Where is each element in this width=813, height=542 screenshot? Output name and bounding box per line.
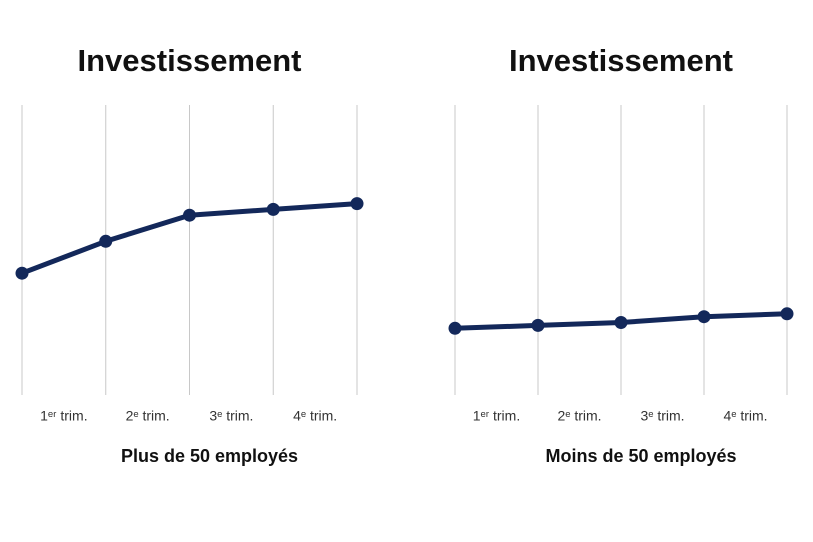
data-point xyxy=(531,318,545,332)
x-tick-label: 2ᵉ trim. xyxy=(557,408,601,424)
x-axis-label: Moins de 50 employés xyxy=(545,446,736,466)
data-point xyxy=(266,202,280,216)
data-point xyxy=(99,234,113,248)
x-tick-label: 1ᵉʳ trim. xyxy=(40,408,87,424)
data-point xyxy=(183,208,196,222)
x-tick-label: 3ᵉ trim. xyxy=(209,408,253,424)
data-point xyxy=(697,310,711,324)
x-tick-label: 4ᵉ trim. xyxy=(293,408,337,424)
data-point xyxy=(448,321,462,335)
x-tick-label: 3ᵉ trim. xyxy=(640,408,684,424)
x-tick-label: 2ᵉ trim. xyxy=(126,408,170,424)
data-point xyxy=(15,266,29,280)
chart-title: Investissement xyxy=(78,43,302,78)
x-axis-label: Plus de 50 employés xyxy=(121,446,298,466)
x-tick-label: 4ᵉ trim. xyxy=(723,408,767,424)
x-tick-label: 1ᵉʳ trim. xyxy=(473,408,520,424)
data-point xyxy=(614,316,628,329)
data-point xyxy=(780,307,794,321)
data-point xyxy=(350,197,364,211)
chart-title: Investissement xyxy=(509,43,733,78)
